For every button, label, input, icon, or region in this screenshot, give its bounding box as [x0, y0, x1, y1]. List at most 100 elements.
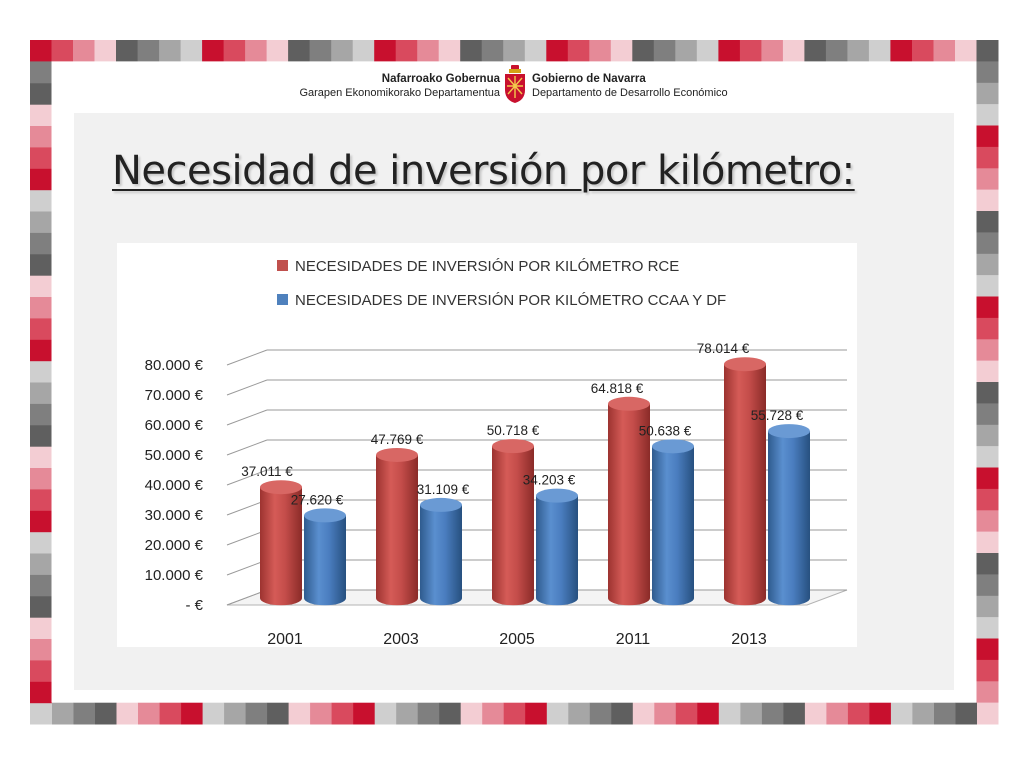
frame-square [696, 702, 719, 725]
frame-square [30, 510, 52, 533]
frame-square [374, 40, 397, 62]
frame-square [481, 702, 504, 725]
frame-square [976, 531, 999, 554]
frame-square [976, 702, 999, 725]
frame-square [976, 61, 999, 84]
header-basque-line2: Garapen Ekonomikorako Departamentua [299, 87, 500, 99]
frame-square [30, 531, 52, 554]
frame-square [847, 40, 870, 62]
frame-square [438, 702, 461, 725]
frame-square [976, 424, 999, 447]
frame-square [589, 702, 612, 725]
frame-square [30, 467, 52, 490]
frame-square [30, 125, 52, 148]
y-tick-label: 60.000 € [145, 417, 204, 434]
frame-square [976, 168, 999, 191]
bar [260, 487, 302, 606]
frame-square [524, 702, 547, 725]
x-tick-label: 2003 [383, 631, 419, 647]
legend-swatch [277, 294, 288, 305]
bar-top [420, 497, 462, 512]
frame-square [30, 317, 52, 340]
frame-square [976, 360, 999, 383]
frame-square [976, 553, 999, 575]
frame-square [116, 702, 138, 725]
header-spanish-line1: Gobierno de Navarra [532, 73, 646, 85]
frame-square [912, 40, 934, 62]
frame-square [30, 360, 52, 383]
frame-square [30, 339, 52, 362]
frame-square [825, 702, 848, 725]
legend-entry: NECESIDADES DE INVERSIÓN POR KILÓMETRO R… [295, 258, 679, 275]
y-tick-label: 30.000 € [145, 507, 204, 524]
frame-square [30, 168, 52, 191]
frame-square [30, 104, 52, 126]
bar [420, 504, 462, 606]
frame-square [653, 702, 676, 725]
bar [652, 446, 694, 606]
y-tick-label: 40.000 € [145, 477, 204, 494]
frame-square [675, 40, 698, 62]
frame-square [223, 40, 246, 62]
frame-square [976, 510, 999, 533]
legend-swatch [277, 260, 288, 271]
legend-entry: NECESIDADES DE INVERSIÓN POR KILÓMETRO C… [295, 292, 726, 309]
x-tick-label: 2013 [731, 631, 767, 647]
frame-square [976, 104, 999, 126]
frame-square [30, 595, 52, 618]
frame-square [976, 467, 999, 490]
slide-title: Necesidad de inversión por kilómetro: [112, 148, 855, 194]
bar [536, 495, 578, 606]
frame-square [51, 702, 74, 725]
y-tick-label: 10.000 € [145, 567, 204, 584]
navarra-crest-icon [505, 65, 525, 103]
frame-square [976, 146, 999, 169]
frame-square [352, 702, 375, 725]
frame-square [202, 702, 225, 725]
frame-square [180, 702, 203, 725]
gridline-diagonal [226, 439, 268, 456]
frame-square [30, 403, 52, 426]
chart-area: - € 10.000 € 20.000 € 30.000 € 40.000 € 50.00… [117, 243, 857, 647]
frame-square [761, 702, 784, 725]
data-label: 34.203 € [523, 473, 576, 488]
frame-square [30, 446, 52, 468]
bar-top [768, 424, 810, 439]
frame-square [976, 382, 999, 404]
header-basque-text: Nafarroako Gobernua Garapen Ekonomikorak… [299, 72, 500, 100]
frame-square [976, 681, 999, 704]
frame-square [116, 40, 138, 62]
frame-square [890, 40, 913, 62]
frame-square [460, 40, 483, 62]
frame-square [30, 659, 52, 682]
frame-square [374, 702, 397, 725]
frame-square [610, 702, 633, 725]
frame-square [245, 702, 268, 725]
frame-square [653, 40, 676, 62]
frame-square [159, 702, 182, 725]
bar [304, 515, 346, 606]
data-label: 50.718 € [487, 423, 540, 438]
frame-square [546, 40, 569, 62]
bar-top [492, 439, 534, 454]
frame-square [30, 61, 52, 84]
bar-top [304, 508, 346, 523]
gridline-diagonal [226, 409, 268, 426]
frame-square [868, 40, 891, 62]
frame-square [73, 702, 95, 725]
frame-square [309, 702, 332, 725]
data-label: 50.638 € [639, 423, 692, 438]
x-tick-label: 2011 [616, 631, 651, 647]
frame-square [30, 681, 52, 704]
frame-square [137, 40, 160, 62]
frame-square [976, 339, 999, 362]
frame-square [94, 40, 117, 62]
frame-square [567, 702, 590, 725]
frame-square [30, 617, 52, 639]
frame-square [976, 82, 999, 105]
frame-square [632, 702, 655, 725]
bar-top [652, 439, 694, 454]
frame-square [589, 40, 612, 62]
government-header: Nafarroako Gobernua Garapen Ekonomikorak… [270, 64, 750, 108]
frame-square [30, 553, 52, 575]
